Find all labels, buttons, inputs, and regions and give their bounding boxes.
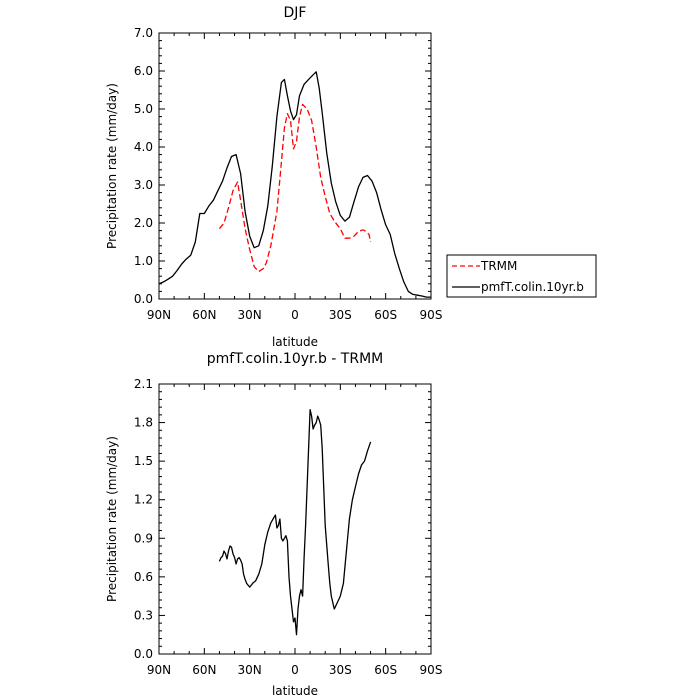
y-tick-label: 0.9 (134, 531, 153, 545)
x-tick-label: 90S (420, 308, 443, 322)
y-tick-label: 0.3 (134, 608, 153, 622)
x-tick-label: 30N (238, 308, 262, 322)
x-tick-label: 0 (291, 663, 299, 677)
y-tick-label: 0.6 (134, 570, 153, 584)
y-tick-label: 0.0 (134, 647, 153, 661)
x-tick-label: 30N (238, 663, 262, 677)
top-ticks: 90N 60N 30N 0 30S 60S 90S 0.0 1.0 2.0 3.0 4.0 5.0 6.0… (134, 26, 443, 322)
y-tick-label: 1.8 (134, 416, 153, 430)
legend-box (446, 254, 597, 298)
x-tick-label: 0 (291, 308, 299, 322)
x-tick-label: 60N (192, 663, 216, 677)
bottom-chart-title: pmfT.colin.10yr.b - TRMM (207, 351, 383, 367)
y-tick-label: 5.0 (134, 102, 153, 116)
top-legend: TRMM pmfT.colin.10yr.b (446, 254, 597, 298)
y-tick-label: 2.0 (134, 216, 153, 230)
y-tick-label: 7.0 (134, 26, 153, 40)
bottom-panel: pmfT.colin.10yr.b - TRMM 90N 60N 30N 0 30S 60… (105, 351, 442, 698)
y-tick-label: 1.2 (134, 493, 153, 507)
top-plot-frame (158, 32, 432, 300)
bottom-ticks: 90N 60N 30N 0 30S 60S 90S 0.0 0.3 0.6 0.9 1.2 1.5 1.8… (134, 377, 443, 677)
y-tick-label: 3.0 (134, 178, 153, 192)
x-tick-label: 90S (420, 663, 443, 677)
y-tick-label: 0.0 (134, 292, 153, 306)
x-tick-label: 60S (374, 308, 397, 322)
x-tick-label: 30S (329, 663, 352, 677)
top-chart-title: DJF (284, 5, 307, 21)
bottom-series (218, 409, 372, 636)
top-panel: DJF 90N 60N 30N 0 30S 60S 90S 0.0 1.0 2.0 3.0 4.0 5.… (105, 5, 597, 349)
x-tick-label: 90N (147, 663, 171, 677)
y-tick-label: 6.0 (134, 64, 153, 78)
legend-label-model: pmfT.colin.10yr.b (481, 280, 584, 294)
y-tick-label: 1.0 (134, 254, 153, 268)
top-series (158, 71, 431, 298)
y-tick-label: 4.0 (134, 140, 153, 154)
legend-label-trmm: TRMM (480, 259, 517, 273)
y-tick-label: 2.1 (134, 377, 153, 391)
bottom-x-axis-label: latitude (272, 684, 318, 698)
top-y-axis-label: Precipitation rate (mm/day) (105, 83, 119, 249)
difference-line (218, 409, 372, 636)
pmft-colin-10yr-b-line (158, 71, 431, 298)
x-tick-label: 90N (147, 308, 171, 322)
x-tick-label: 60N (192, 308, 216, 322)
bottom-plot-frame (158, 383, 432, 655)
top-x-axis-label: latitude (272, 335, 318, 349)
bottom-y-axis-label: Precipitation rate (mm/day) (105, 436, 119, 602)
x-tick-label: 30S (329, 308, 352, 322)
y-tick-label: 1.5 (134, 454, 153, 468)
trmm-line (218, 103, 372, 273)
x-tick-label: 60S (374, 663, 397, 677)
